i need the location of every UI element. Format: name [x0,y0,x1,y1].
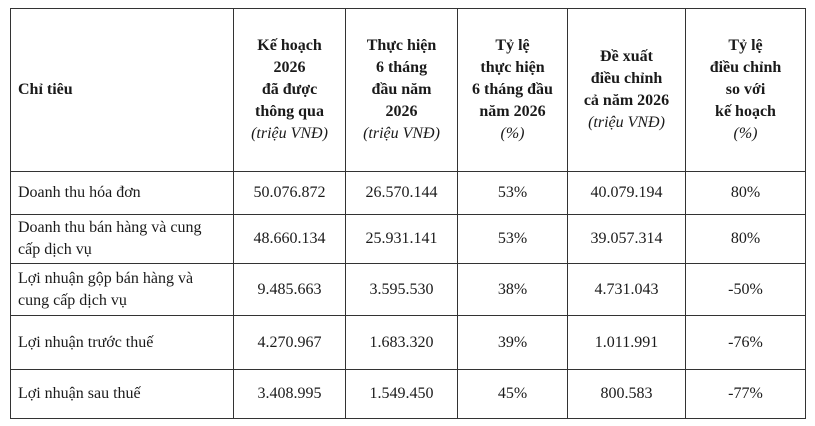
header-line: so với [725,81,766,98]
cell: 39.057.314 [567,214,686,264]
table-row: Lợi nhuận trước thuế 4.270.967 1.683.320 39… [10,315,806,370]
header-unit: (%) [733,125,758,142]
cell: 38% [457,263,568,316]
cell: 1.683.320 [345,315,458,370]
header-line: đã được [261,81,318,98]
header-unit: (triệu VNĐ) [588,114,665,131]
cell: 9.485.663 [233,263,346,316]
header-line: năm 2026 [479,103,546,120]
header-line: Chỉ tiêu [18,81,73,98]
header-line: Thực hiện [366,37,437,54]
header-unit: (%) [500,125,525,142]
cell: 39% [457,315,568,370]
header-line: 6 tháng [375,59,428,76]
table-body: Doanh thu hóa đơn 50.076.872 26.570.144 53%… [10,171,806,419]
header-cell: Tỷ lệ điều chỉnh so với kế hoạch (%) [685,8,806,172]
header-line: cả năm 2026 [583,92,670,109]
cell: 45% [457,369,568,419]
cell: 800.583 [567,369,686,419]
table-row: Lợi nhuận gộp bán hàng và cung cấp dịch … [10,263,806,316]
cell: 53% [457,171,568,215]
cell: -77% [685,369,806,419]
row-label: Lợi nhuận sau thuế [10,369,234,419]
header-line: kế hoạch [715,103,776,120]
header-cell: Kế hoạch 2026 đã được thông qua (triệu VNĐ) [233,8,346,172]
cell: 4.731.043 [567,263,686,316]
header-row: Chỉ tiêu Kế hoạch 2026 đã được thông qua (tri… [10,8,806,172]
cell: 80% [685,171,806,215]
table-row: Doanh thu hóa đơn 50.076.872 26.570.144 53%… [10,171,806,215]
header-line: điều chỉnh [590,70,663,87]
row-label: Lợi nhuận trước thuế [10,315,234,370]
cell: 40.079.194 [567,171,686,215]
cell: 1.011.991 [567,315,686,370]
cell: 3.408.995 [233,369,346,419]
header-line: 2026 [385,103,418,120]
table-row: Lợi nhuận sau thuế 3.408.995 1.549.450 45% 8… [10,369,806,419]
header-line: 6 tháng đầu [472,81,553,98]
cell: -76% [685,315,806,370]
header-line: Đề xuất [600,48,653,65]
header-line: 2026 [273,59,306,76]
header-unit: (triệu VNĐ) [363,125,440,142]
cell: -50% [685,263,806,316]
table-row: Doanh thu bán hàng và cung cấp dịch vụ 48… [10,214,806,264]
header-line: Kế hoạch [257,37,322,54]
header-cell: Tỷ lệ thực hiện 6 tháng đầu năm 2026 (%) [457,8,568,172]
header-line: Tỷ lệ [495,37,530,54]
row-label: Lợi nhuận gộp bán hàng và cung cấp dịch … [10,263,234,316]
row-label: Doanh thu bán hàng và cung cấp dịch vụ [10,214,234,264]
header-line: thông qua [255,103,324,120]
header-cell: Đề xuất điều chỉnh cả năm 2026 (triệu VNĐ) [567,8,686,172]
row-label: Doanh thu hóa đơn [10,171,234,215]
data-table: Chỉ tiêu Kế hoạch 2026 đã được thông qua (tri… [10,8,806,419]
cell: 50.076.872 [233,171,346,215]
cell: 4.270.967 [233,315,346,370]
header-unit: (triệu VNĐ) [251,125,328,142]
cell: 25.931.141 [345,214,458,264]
header-line: đầu năm [371,81,432,98]
cell: 80% [685,214,806,264]
header-cell: Chỉ tiêu [10,8,234,172]
cell: 26.570.144 [345,171,458,215]
cell: 48.660.134 [233,214,346,264]
cell: 53% [457,214,568,264]
header-line: điều chỉnh [709,59,782,76]
cell: 3.595.530 [345,263,458,316]
table-wrap: Chỉ tiêu Kế hoạch 2026 đã được thông qua (tri… [10,8,806,419]
cell: 1.549.450 [345,369,458,419]
header-line: thực hiện [480,59,545,76]
header-line: Tỷ lệ [728,37,763,54]
header-cell: Thực hiện 6 tháng đầu năm 2026 (triệu VNĐ) [345,8,458,172]
